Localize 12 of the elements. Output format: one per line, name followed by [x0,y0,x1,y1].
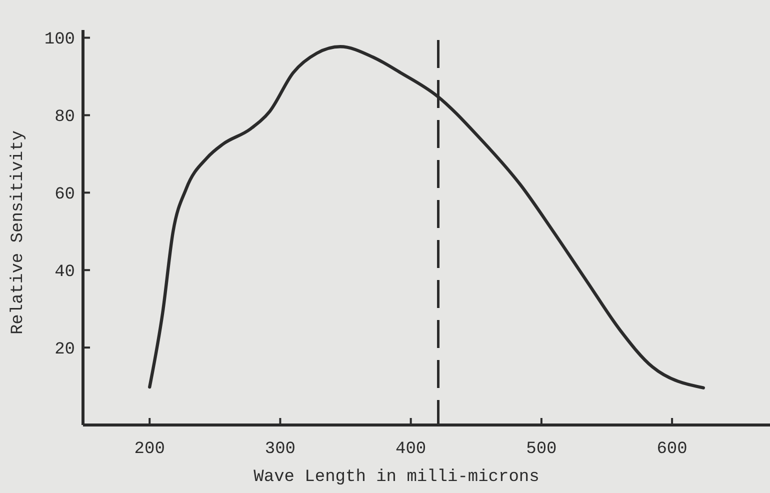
y-tick-label: 80 [54,108,75,128]
y-tick-label: 20 [54,340,75,360]
x-axis-title: Wave Length in milli-microns [254,468,540,487]
y-tick-label: 40 [54,263,75,282]
x-tick-label: 400 [396,440,426,459]
x-tick-label: 500 [526,440,557,459]
y-axis-title: Relative Sensitivity [9,130,28,335]
y-tick-label: 100 [44,30,75,50]
x-tick-label: 200 [134,440,165,459]
x-tick-label: 300 [264,440,296,459]
y-tick-label: 60 [54,186,75,205]
x-tick-label: 600 [656,440,688,459]
